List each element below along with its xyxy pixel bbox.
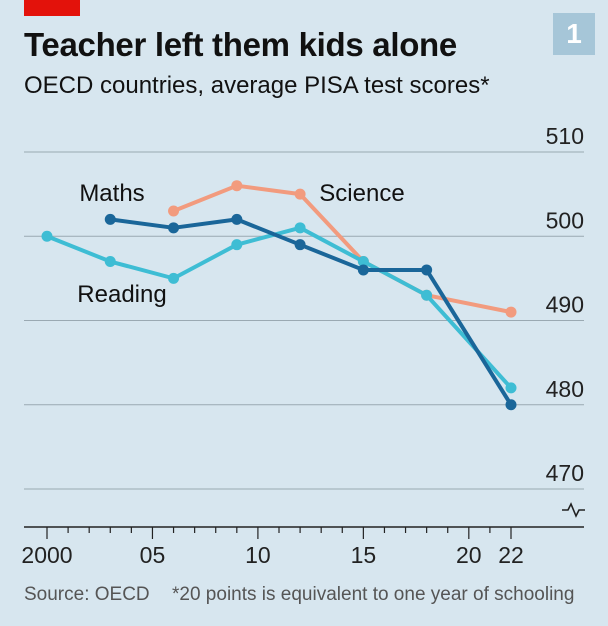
science-point-2009 bbox=[231, 180, 243, 192]
maths-point-2012 bbox=[294, 239, 306, 251]
x-tick-label-15: 15 bbox=[351, 542, 377, 568]
reading-point-2000 bbox=[41, 230, 53, 242]
science-point-2012 bbox=[294, 188, 306, 200]
y-tick-label-490: 490 bbox=[546, 292, 584, 318]
brand-tab bbox=[24, 0, 80, 16]
chart-subtitle: OECD countries, average PISA test scores… bbox=[24, 72, 490, 99]
maths-point-2003 bbox=[104, 213, 116, 225]
series-label-reading: Reading bbox=[77, 281, 166, 308]
reading-point-2012 bbox=[294, 222, 306, 234]
maths-point-2006 bbox=[168, 222, 180, 234]
reading-point-2015 bbox=[357, 256, 369, 268]
reading-point-2018 bbox=[421, 289, 433, 301]
chart-number-badge: 1 bbox=[553, 13, 595, 55]
y-tick-label-510: 510 bbox=[546, 123, 584, 149]
x-tick-label-22: 22 bbox=[498, 542, 524, 568]
maths-point-2009 bbox=[231, 213, 243, 225]
chart-title: Teacher left them kids alone bbox=[24, 26, 457, 63]
science-line bbox=[172, 183, 512, 315]
reading-line bbox=[46, 225, 513, 390]
line-chart: 470 480 490 500 510 2000 05 10 15 20 22 Maths Scienc… bbox=[21, 123, 585, 568]
series-label-maths: Maths bbox=[79, 180, 144, 207]
science-point-2022 bbox=[505, 306, 517, 318]
reading-point-2009 bbox=[231, 239, 243, 251]
maths-point-2022 bbox=[505, 399, 517, 411]
science-point-2006 bbox=[168, 205, 180, 217]
reading-point-2003 bbox=[104, 256, 116, 268]
maths-point-2018 bbox=[421, 264, 433, 276]
y-tick-label-500: 500 bbox=[546, 207, 584, 233]
reading-point-2022 bbox=[505, 382, 517, 394]
source-note: Source: OECD bbox=[24, 584, 150, 605]
maths-line bbox=[110, 217, 513, 406]
x-tick-label-2000: 2000 bbox=[21, 542, 72, 568]
reading-point-2006 bbox=[168, 272, 180, 284]
x-tick-label-10: 10 bbox=[245, 542, 271, 568]
x-tick-label-20: 20 bbox=[456, 542, 482, 568]
axis-break-icon bbox=[562, 502, 585, 518]
footnote: *20 points is equivalent to one year of … bbox=[172, 584, 575, 605]
y-tick-label-470: 470 bbox=[546, 460, 584, 486]
x-tick-label-05: 05 bbox=[140, 542, 166, 568]
maths-point-2015 bbox=[357, 264, 369, 276]
series-label-science: Science bbox=[319, 180, 404, 207]
y-tick-label-480: 480 bbox=[546, 376, 584, 402]
